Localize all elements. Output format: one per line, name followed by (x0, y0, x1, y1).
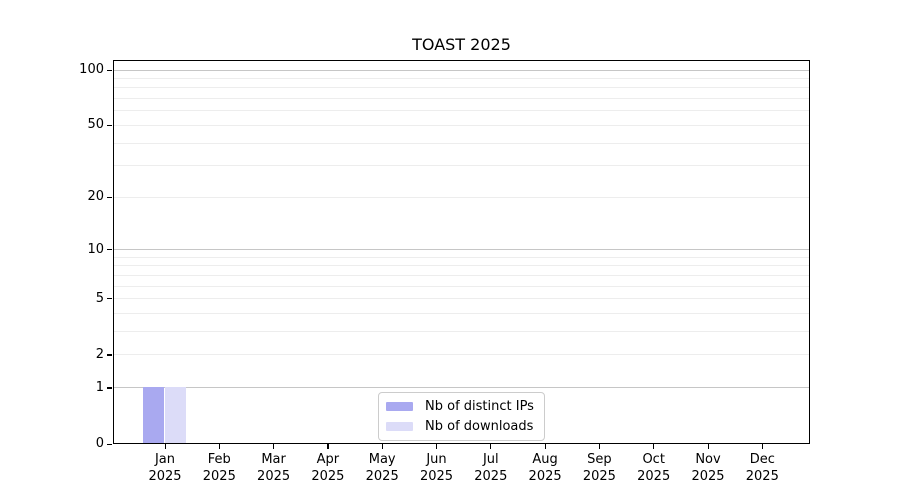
x-tick-mark-sep (598, 444, 601, 449)
y-tick-label-1: 1 (95, 379, 104, 395)
y-gridline-60 (114, 110, 809, 112)
x-tick-mark-jul (490, 444, 492, 449)
legend-row-downloads: Nb of downloads (386, 418, 534, 435)
y-tick-label-100: 100 (79, 62, 104, 77)
x-tick-mark-may (381, 444, 383, 449)
y-tick-mark-5 (107, 298, 112, 300)
y-tick-mark-50 (107, 124, 112, 127)
x-tick-label-feb: Feb 2025 (202, 452, 236, 484)
y-gridline-70 (114, 98, 809, 100)
legend-swatch-distinct-ips (386, 402, 413, 411)
y-tick-label-10: 10 (87, 241, 104, 257)
y-tick-mark-0 (107, 443, 112, 445)
y-gridline-1 (114, 387, 809, 389)
x-tick-mark-oct (653, 444, 655, 449)
y-gridline-3 (114, 331, 809, 333)
plot-area (113, 60, 810, 444)
chart-title: TOAST 2025 (412, 35, 511, 54)
y-tick-mark-10 (107, 249, 112, 251)
y-tick-label-2: 2 (95, 346, 104, 362)
x-tick-label-aug: Aug 2025 (528, 452, 562, 484)
y-gridline-80 (114, 87, 809, 89)
x-tick-mark-jan (164, 444, 166, 449)
x-tick-mark-apr (327, 444, 329, 449)
x-tick-label-jan: Jan 2025 (148, 452, 182, 484)
x-tick-label-jul: Jul 2025 (474, 452, 508, 484)
bar-jan-distinct-ips (142, 387, 165, 444)
y-gridline-5 (114, 298, 809, 300)
y-gridline-2 (114, 354, 809, 356)
y-tick-label-5: 5 (95, 290, 104, 306)
x-tick-label-oct: Oct 2025 (637, 452, 671, 484)
y-tick-mark-1 (107, 387, 112, 389)
legend-label-distinct-ips: Nb of distinct IPs (425, 399, 534, 414)
x-tick-mark-dec (761, 444, 763, 449)
y-gridline-90 (114, 77, 809, 79)
y-gridline-40 (114, 142, 809, 144)
x-tick-mark-nov (707, 444, 709, 449)
x-tick-label-dec: Dec 2025 (745, 452, 779, 484)
x-tick-mark-mar (273, 444, 275, 449)
y-tick-mark-20 (107, 196, 112, 198)
legend: Nb of distinct IPs Nb of downloads (378, 392, 545, 441)
y-gridline-100 (114, 69, 809, 71)
x-tick-label-may: May 2025 (365, 452, 399, 484)
x-tick-label-apr: Apr 2025 (311, 452, 345, 484)
y-tick-mark-2 (107, 354, 112, 356)
bar-jan-downloads (164, 387, 187, 444)
x-tick-label-sep: Sep 2025 (582, 452, 616, 484)
legend-swatch-downloads (386, 422, 413, 431)
y-gridline-10 (114, 249, 809, 251)
y-gridline-50 (114, 124, 809, 126)
y-gridline-9 (114, 256, 809, 258)
y-gridline-7 (114, 274, 809, 276)
y-tick-label-50: 50 (87, 117, 104, 133)
y-tick-label-20: 20 (87, 189, 104, 205)
x-tick-mark-jun (436, 444, 438, 449)
y-gridline-6 (114, 285, 809, 287)
x-tick-label-nov: Nov 2025 (691, 452, 725, 484)
y-tick-label-0: 0 (95, 436, 104, 451)
legend-row-distinct-ips: Nb of distinct IPs (386, 398, 534, 415)
y-gridline-4 (114, 313, 809, 315)
legend-label-downloads: Nb of downloads (425, 419, 534, 434)
y-tick-mark-100 (107, 69, 112, 71)
y-gridline-8 (114, 265, 809, 267)
y-gridline-30 (114, 165, 809, 167)
x-tick-label-jun: Jun 2025 (419, 452, 454, 484)
x-tick-mark-aug (544, 444, 546, 449)
x-tick-label-mar: Mar 2025 (257, 452, 291, 484)
y-gridline-20 (114, 196, 809, 198)
x-tick-mark-feb (218, 444, 220, 449)
